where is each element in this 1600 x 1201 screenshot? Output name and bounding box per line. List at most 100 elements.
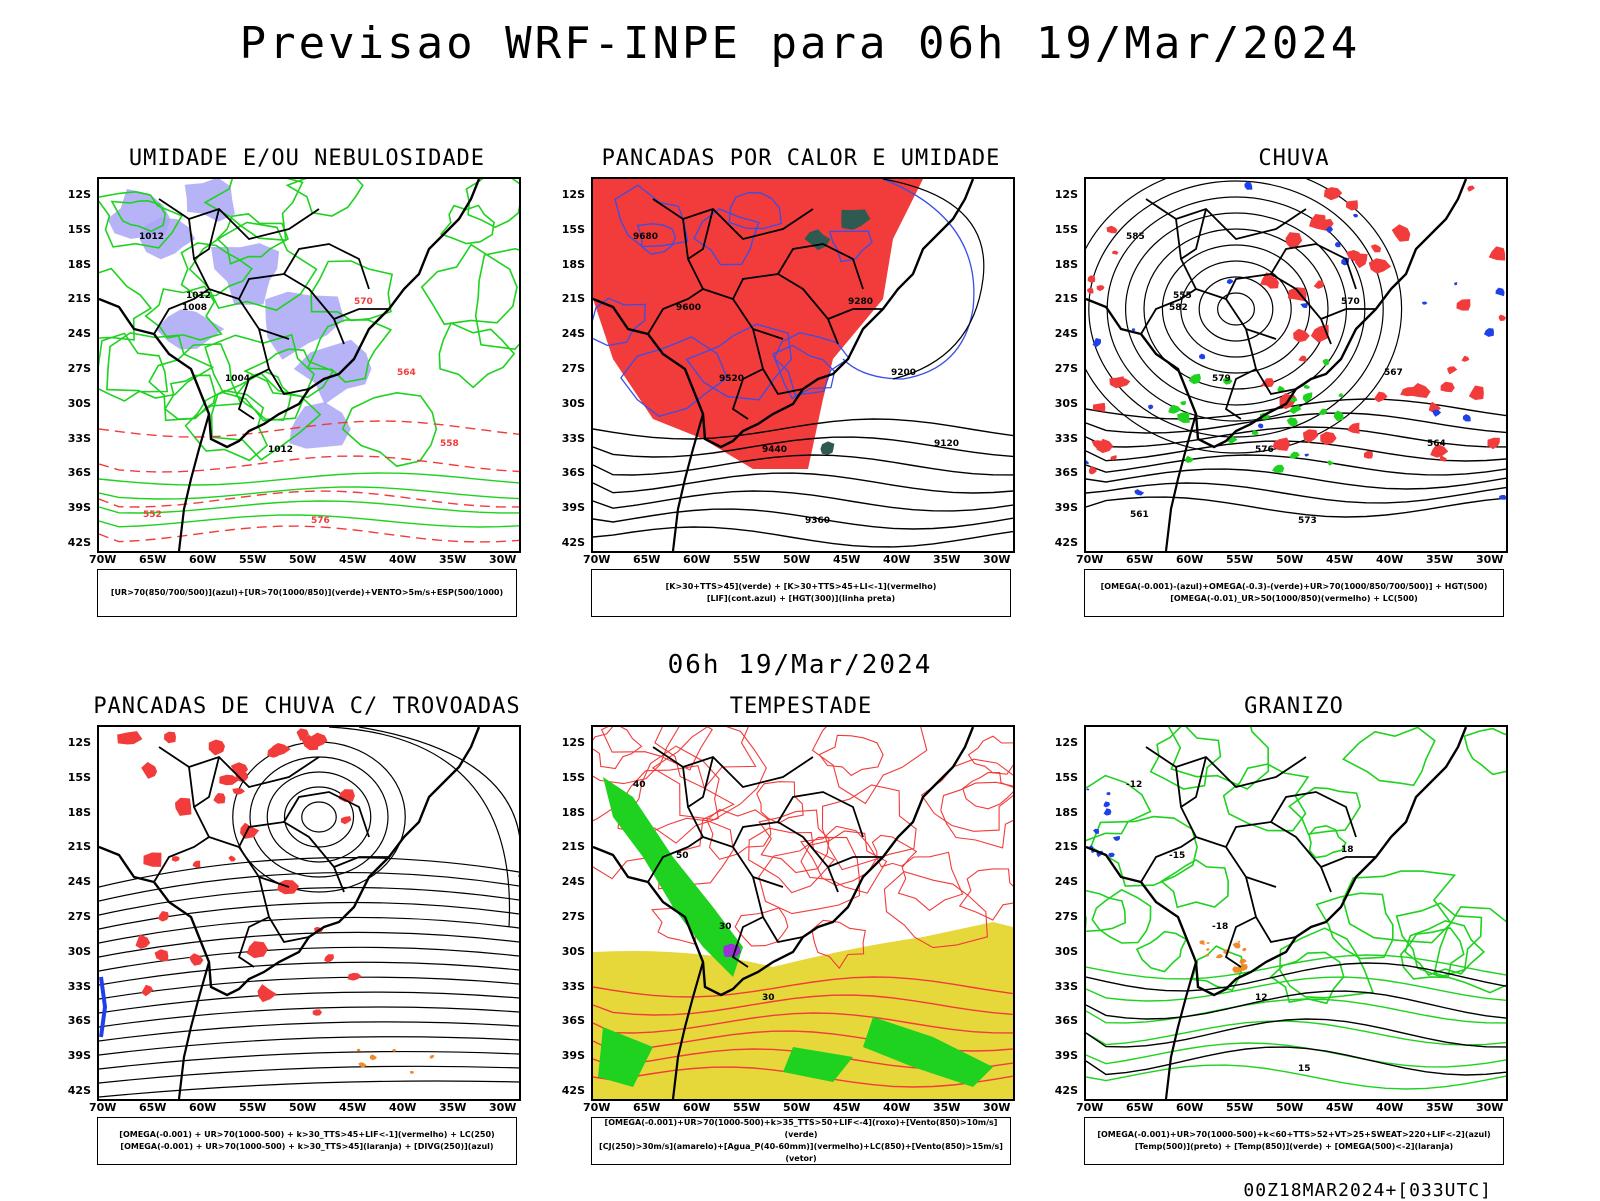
latitude-tick-label: 27S	[1054, 910, 1078, 923]
panel-title: PANCADAS DE CHUVA C/ TROVOADAS	[93, 694, 521, 719]
latitude-tick-label: 42S	[561, 536, 585, 549]
contour-label: 555	[1173, 291, 1192, 301]
longitude-tick-label: 40W	[883, 553, 911, 566]
contour-label: 9520	[719, 374, 744, 384]
latitude-tick-label: 33S	[67, 431, 91, 445]
longitude-tick-label: 45W	[833, 1101, 861, 1114]
latitude-tick-label: 39S	[1054, 501, 1078, 515]
contour-label: 573	[1298, 516, 1317, 526]
longitude-tick-label: 70W	[583, 1101, 611, 1114]
contour-label: -15	[1169, 851, 1185, 861]
panel-legend: [UR>70(850/700/500)](azul)+[UR>70(1000/8…	[97, 569, 517, 617]
longitude-tick-label: 65W	[139, 553, 167, 566]
longitude-tick-label: 45W	[1326, 1101, 1354, 1114]
contour-label: 1012	[186, 291, 211, 301]
longitude-tick-label: 70W	[1076, 1101, 1104, 1114]
longitude-tick-label: 45W	[339, 553, 367, 566]
longitude-tick-label: 65W	[633, 553, 661, 566]
contour-label: 1004	[225, 374, 250, 384]
legend-line: [OMEGA(-0.001)+UR>70(1000-500)+k<60+TTS>…	[1097, 1130, 1491, 1139]
contour-label: 12	[1255, 993, 1268, 1003]
longitude-tick-label: 30W	[1476, 1101, 1504, 1114]
weather-map	[97, 725, 521, 1101]
latitude-tick-label: 18S	[67, 805, 91, 819]
latitude-tick-label: 15S	[67, 770, 91, 784]
latitude-tick-label: 42S	[67, 536, 91, 549]
latitude-tick-label: 12S	[561, 188, 585, 201]
latitude-tick-label: 33S	[1054, 979, 1078, 993]
latitude-tick-label: 36S	[67, 466, 91, 480]
latitude-tick-label: 33S	[1054, 431, 1078, 445]
contour-label: 564	[1427, 439, 1446, 449]
longitude-tick-label: 50W	[1276, 553, 1304, 566]
longitude-tick-label: 65W	[1126, 553, 1154, 566]
longitude-tick-label: 35W	[439, 1101, 467, 1114]
latitude-tick-label: 27S	[561, 362, 585, 375]
latitude-tick-label: 24S	[67, 327, 91, 341]
legend-line: [OMEGA(-0.001)+UR>70(1000-500)+k>35_TTS>…	[604, 1118, 998, 1139]
legend-line: [K>30+TTS>45](verde) + [K>30+TTS>45+LI<-…	[665, 582, 937, 591]
longitude-tick-label: 60W	[1176, 1101, 1204, 1114]
map-canvas: 585 582 579 576 573 570 567 564 561 555	[1086, 179, 1506, 551]
latitude-tick-label: 12S	[561, 736, 585, 749]
latitude-tick-label: 18S	[561, 257, 585, 271]
map-canvas: 9680 9600 9520 9440 9360 9280 9200 9120	[593, 179, 1013, 551]
legend-line: [LIF](cont.azul) + [HGT(300)](linha pret…	[706, 594, 896, 603]
latitude-tick-label: 36S	[561, 1014, 585, 1028]
contour-label: 30	[762, 993, 775, 1003]
longitude-tick-label: 55W	[1226, 1101, 1254, 1114]
longitude-tick-label: 40W	[883, 1101, 911, 1114]
latitude-tick-label: 12S	[67, 188, 91, 201]
contour-label: 9680	[633, 232, 658, 242]
longitude-tick-label: 35W	[933, 1101, 961, 1114]
longitude-tick-label: 30W	[983, 553, 1011, 566]
legend-line: [OMEGA(-0.01)_UR>50(1000/850)(vermelho) …	[1170, 594, 1418, 603]
longitude-tick-label: 50W	[289, 1101, 317, 1114]
latitude-tick-label: 30S	[1054, 944, 1078, 958]
contour-label: 1008	[182, 303, 207, 313]
latitude-tick-label: 33S	[67, 979, 91, 993]
legend-line: [OMEGA(-0.001) + UR>70(1000-500) + k>30_…	[119, 1130, 495, 1139]
contour-label: 9120	[934, 439, 959, 449]
longitude-tick-label: 30W	[489, 1101, 517, 1114]
weather-map: 585 582 579 576 573 570 567 564 561 555	[1084, 177, 1508, 553]
longitude-tick-label: 60W	[683, 1101, 711, 1114]
latitude-tick-label: 21S	[67, 840, 91, 854]
contour-label: 576	[1255, 445, 1274, 455]
longitude-tick-label: 65W	[1126, 1101, 1154, 1114]
longitude-tick-label: 60W	[1176, 553, 1204, 566]
contour-label: 579	[1212, 374, 1231, 384]
latitude-tick-label: 24S	[1054, 327, 1078, 341]
contour-label: -12	[1126, 780, 1142, 790]
contour-label: 30	[719, 922, 732, 932]
longitude-tick-label: 55W	[239, 1101, 267, 1114]
longitude-tick-label: 40W	[1376, 553, 1404, 566]
latitude-tick-label: 15S	[561, 222, 585, 236]
latitude-tick-label: 39S	[561, 501, 585, 515]
latitude-tick-label: 12S	[1054, 736, 1078, 749]
longitude-tick-label: 35W	[1426, 553, 1454, 566]
longitude-tick-label: 70W	[1076, 553, 1104, 566]
latitude-tick-label: 24S	[561, 875, 585, 889]
map-canvas: 1012 1008 1004 1012 576 570 564 558 552 1012	[99, 179, 519, 551]
longitude-tick-label: 30W	[489, 553, 517, 566]
latitude-tick-label: 42S	[67, 1084, 91, 1097]
latitude-tick-label: 39S	[67, 1049, 91, 1063]
contour-label: 50	[676, 851, 689, 861]
latitude-tick-label: 30S	[67, 396, 91, 410]
latitude-tick-label: 33S	[561, 431, 585, 445]
panel-title: GRANIZO	[1244, 694, 1344, 719]
longitude-tick-label: 60W	[189, 553, 217, 566]
longitude-tick-label: 70W	[583, 553, 611, 566]
latitude-tick-label: 36S	[561, 466, 585, 480]
longitude-tick-label: 60W	[683, 553, 711, 566]
weather-map: 1012 1008 1004 1012 576 570 564 558 552 1012	[97, 177, 521, 553]
latitude-tick-label: 27S	[1054, 362, 1078, 375]
longitude-tick-label: 50W	[783, 1101, 811, 1114]
contour-label: 552	[143, 510, 162, 520]
weather-map: 40 50 30 30	[591, 725, 1015, 1101]
latitude-tick-label: 42S	[1054, 536, 1078, 549]
panel-legend: [OMEGA(-0.001) + UR>70(1000-500) + k>30_…	[97, 1117, 517, 1165]
latitude-tick-label: 21S	[561, 292, 585, 306]
longitude-tick-label: 70W	[89, 553, 117, 566]
